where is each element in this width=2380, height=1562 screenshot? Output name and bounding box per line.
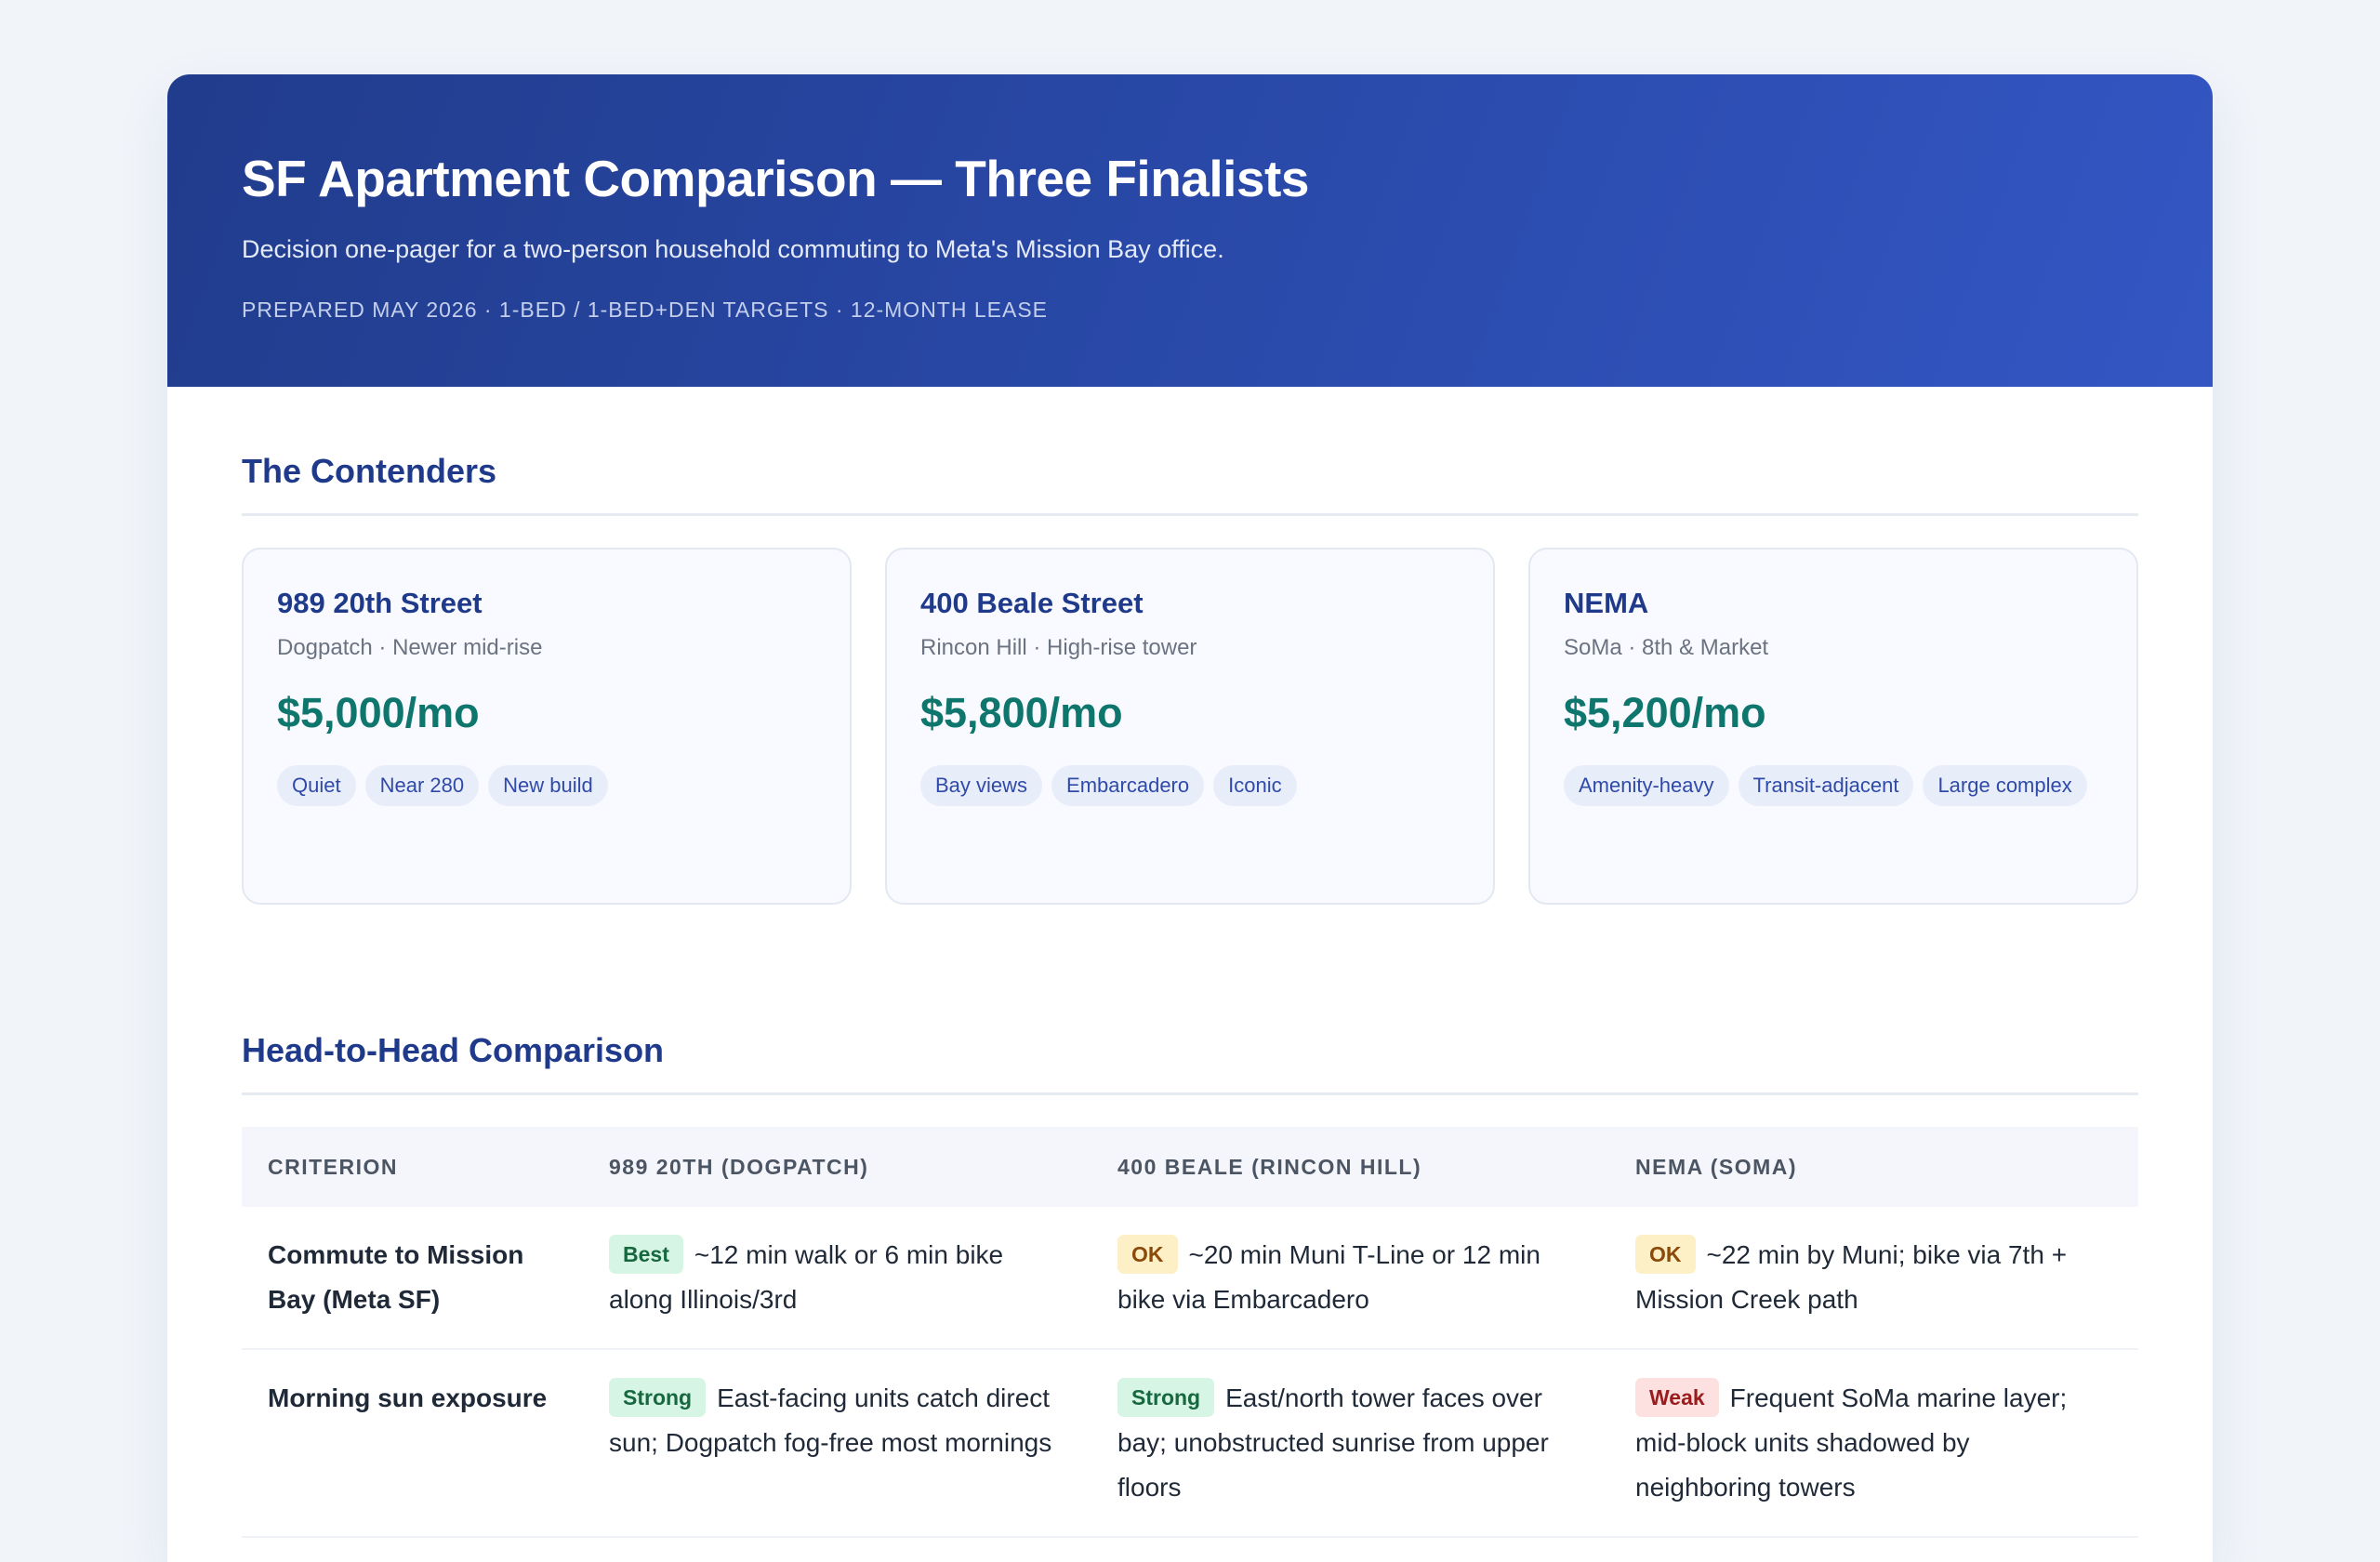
rating-badge: Weak: [1635, 1378, 1719, 1417]
criterion-cell: Morning sun exposure: [242, 1349, 583, 1538]
tag: Quiet: [277, 765, 356, 806]
contender-name: NEMA: [1564, 587, 1649, 619]
tag: Iconic: [1213, 765, 1297, 806]
contender-tags: Quiet Near 280 New build: [277, 765, 816, 806]
column-header-400-beale: 400 BEALE (RINCON HILL): [1091, 1127, 1609, 1207]
hero-header: SF Apartment Comparison — Three Finalist…: [167, 74, 2213, 387]
rating-badge: OK: [1635, 1235, 1696, 1274]
table-row: Commute to Mission Bay (Meta SF) Best ~12…: [242, 1207, 2138, 1350]
rating-badge: Strong: [1117, 1378, 1215, 1417]
criterion-cell: Commute to Mission Bay (Meta SF): [242, 1207, 583, 1350]
contender-price: $5,800/mo: [920, 689, 1123, 736]
contender-price: $5,000/mo: [277, 689, 480, 736]
table-cell: Weak Frequent SoMa marine layer; mid-bloc…: [1609, 1349, 2138, 1538]
contender-name: 400 Beale Street: [920, 587, 1144, 619]
table-cell: Best ~12 min walk or 6 min bike along Ill…: [583, 1207, 1091, 1350]
table-row: Morning sun exposure Strong East-facing u…: [242, 1349, 2138, 1538]
column-header-nema: NEMA (SOMA): [1609, 1127, 2138, 1207]
column-header-989-20th: 989 20TH (DOGPATCH): [583, 1127, 1091, 1207]
contender-tags: Bay views Embarcadero Iconic: [920, 765, 1460, 806]
contender-location: Dogpatch · Newer mid-rise: [277, 635, 543, 660]
column-header-criterion: CRITERION: [242, 1127, 583, 1207]
table-cell: Strong East-facing units catch direct sun…: [583, 1349, 1091, 1538]
cell-text: ~12 min walk or 6 min bike along Illinoi…: [609, 1240, 1004, 1314]
tag: Transit-adjacent: [1738, 765, 1914, 806]
comparison-section-title: Head-to-Head Comparison: [242, 1031, 2138, 1095]
contender-card-nema: NEMA SoMa · 8th & Market $5,200/mo Ameni…: [1528, 548, 2138, 905]
document-page: SF Apartment Comparison — Three Finalist…: [167, 74, 2213, 1562]
page-subtitle: Decision one-pager for a two-person hous…: [242, 234, 1224, 263]
table-header-row: CRITERION 989 20TH (DOGPATCH) 400 BEALE …: [242, 1127, 2138, 1207]
contender-card-400-beale: 400 Beale Street Rincon Hill · High-rise…: [885, 548, 1495, 905]
contender-card-989-20th: 989 20th Street Dogpatch · Newer mid-ris…: [242, 548, 852, 905]
table-cell: Strong East/north tower faces over bay; u…: [1091, 1349, 1609, 1538]
rating-badge: Strong: [609, 1378, 707, 1417]
cell-text: East/north tower faces over bay; unobstr…: [1117, 1383, 1549, 1502]
tag: Amenity-heavy: [1564, 765, 1729, 806]
table-cell: OK ~20 min Muni T-Line or 12 min bike via…: [1091, 1207, 1609, 1350]
tag: Bay views: [920, 765, 1043, 806]
tag: Near 280: [364, 765, 480, 806]
tag: Embarcadero: [1051, 765, 1205, 806]
rating-badge: Best: [609, 1235, 683, 1274]
cell-text: East-facing units catch direct sun; Dogp…: [609, 1383, 1052, 1457]
page-meta: PREPARED MAY 2026 · 1-BED / 1-BED+DEN TA…: [242, 297, 1049, 322]
cell-text: ~22 min by Muni; bike via 7th + Mission …: [1635, 1240, 2068, 1314]
rating-badge: OK: [1117, 1235, 1178, 1274]
contender-cards: 989 20th Street Dogpatch · Newer mid-ris…: [242, 548, 2138, 905]
contender-location: SoMa · 8th & Market: [1564, 635, 1769, 660]
page-title: SF Apartment Comparison — Three Finalist…: [242, 150, 1309, 207]
table-cell: OK ~22 min by Muni; bike via 7th + Missio…: [1609, 1207, 2138, 1350]
contender-name: 989 20th Street: [277, 587, 483, 619]
tag: Large complex: [1923, 765, 2087, 806]
comparison-table: CRITERION 989 20TH (DOGPATCH) 400 BEALE …: [242, 1127, 2138, 1538]
page-content: The Contenders 989 20th Street Dogpatch …: [167, 452, 2213, 1538]
cell-text: ~20 min Muni T-Line or 12 min bike via E…: [1117, 1240, 1540, 1314]
tag: New build: [488, 765, 608, 806]
contender-price: $5,200/mo: [1564, 689, 1766, 736]
contender-location: Rincon Hill · High-rise tower: [920, 635, 1197, 660]
contender-tags: Amenity-heavy Transit-adjacent Large com…: [1564, 765, 2103, 806]
contenders-section-title: The Contenders: [242, 452, 2138, 516]
